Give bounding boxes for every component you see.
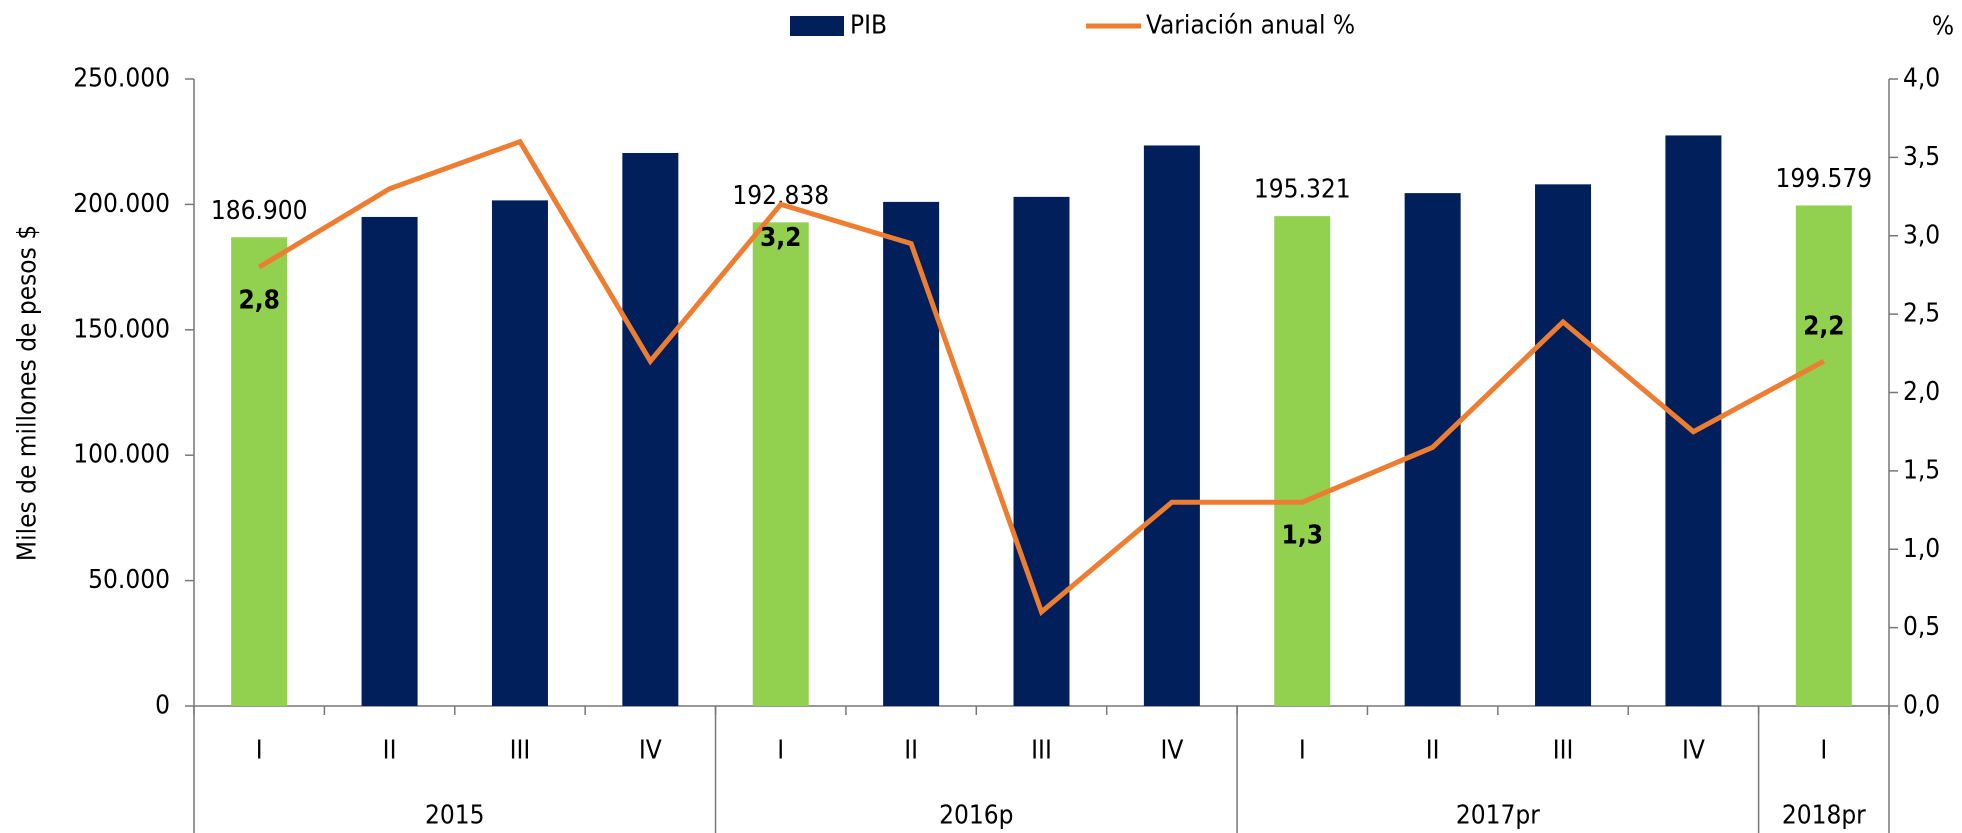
x-tick-label: II [383,736,397,766]
x-tick-label: III [1031,736,1052,766]
group-label: 2015 [425,801,485,831]
y2-tick-label: 3,5 [1903,142,1940,172]
group-label: 2018pr [1782,801,1866,831]
bar [883,201,940,706]
bar-value-label: 195.321 [1254,175,1351,205]
bar [231,237,288,706]
y2-tick-label: 1,5 [1903,455,1940,485]
y-tick-label: 100.000 [73,440,170,470]
bar [752,222,809,706]
line-value-label: 2,8 [238,286,279,316]
group-label: 2017pr [1456,801,1540,831]
x-tick-label: III [510,736,531,766]
x-tick-label: II [904,736,918,766]
line-value-label: 1,3 [1282,521,1323,551]
group-label: 2016p [939,801,1013,831]
legend-label: PIB [850,11,887,41]
y2-tick-label: 2,5 [1903,299,1940,329]
y-tick-label: 250.000 [73,64,170,94]
y2-tick-label: 0,0 [1903,691,1940,721]
bar [1535,184,1592,706]
y2-tick-label: 4,0 [1903,64,1940,94]
y2-tick-label: 0,5 [1903,612,1940,642]
y-tick-label: 0 [155,691,170,721]
x-tick-label: I [256,736,263,766]
bar [1013,196,1070,706]
bar-value-label: 186.900 [211,196,308,226]
y2-tick-label: 1,0 [1903,534,1940,564]
bar-value-label: 199.579 [1775,164,1872,194]
line [257,138,1825,617]
bar [1143,145,1200,706]
bar [1795,205,1852,706]
x-tick-label: IV [1682,736,1705,766]
bar [622,152,679,707]
x-tick-label: III [1553,736,1574,766]
y2-tick-label: 3,0 [1903,220,1940,250]
bar [361,216,418,706]
line-value-label: 2,2 [1803,312,1844,342]
y2-tick-label: 2,0 [1903,377,1940,407]
legend-swatch [790,16,844,36]
y2-axis-title: % [1932,12,1954,42]
y-tick-label: 150.000 [73,314,170,344]
y-axis-title: Miles de millones de pesos $ [13,225,43,561]
x-tick-label: IV [639,736,662,766]
y-tick-label: 200.000 [73,189,170,219]
x-tick-label: IV [1160,736,1183,766]
x-tick-label: II [1426,736,1440,766]
bar [491,200,548,706]
line-value-label: 3,2 [760,223,801,253]
x-tick-label: I [777,736,784,766]
x-tick-label: I [1820,736,1827,766]
y-tick-label: 50.000 [88,565,170,595]
legend-label: Variación anual % [1146,11,1355,41]
bar [1274,216,1331,706]
x-tick-label: I [1299,736,1306,766]
